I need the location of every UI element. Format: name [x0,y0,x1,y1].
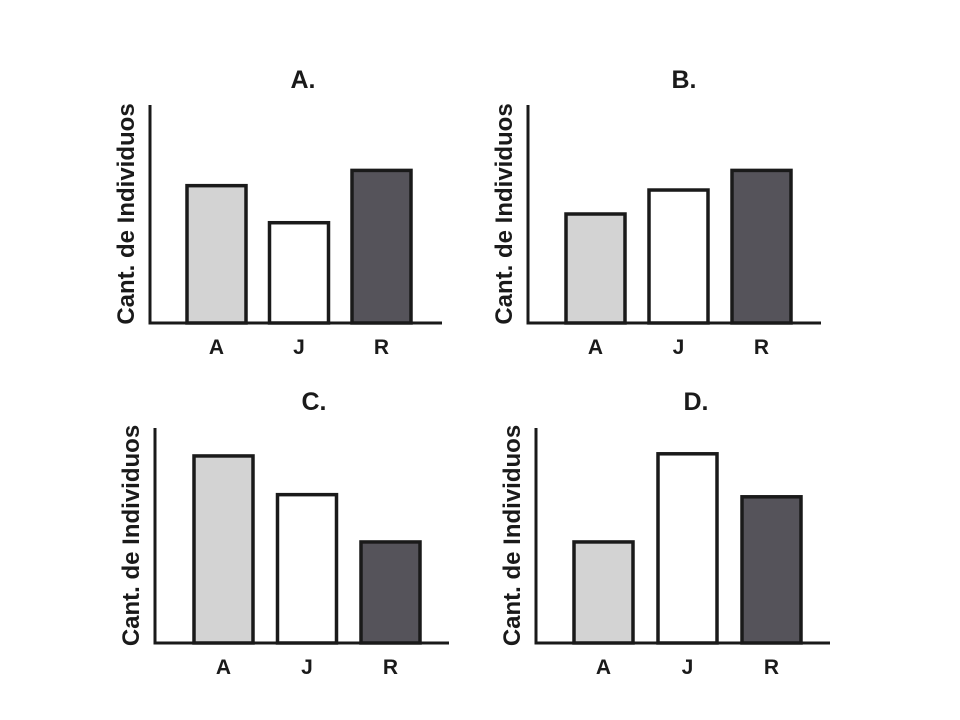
bar-a [185,183,248,325]
x-tick-label: A [596,656,611,679]
x-tick-label: A [216,656,231,679]
panel-title: D. [684,388,709,416]
bar-a [572,540,635,645]
bar-j [267,220,331,325]
y-axis-label: Cant. de Individuos [499,425,526,646]
bar-j [647,188,710,325]
bar-r [350,168,413,325]
y-axis-label: Cant. de Individuos [491,103,518,324]
bar-a [564,212,627,325]
panel-title: B. [672,66,697,94]
x-tick-label: A [588,336,603,359]
x-tick-label: R [374,336,389,359]
panel-title: A. [291,66,316,94]
x-tick-label: J [293,336,305,359]
x-tick-label: R [754,336,769,359]
x-tick-label: R [383,656,398,679]
x-tick-label: J [673,336,685,359]
panel-title: C. [302,388,327,416]
bar-j [656,452,719,645]
bar-r [730,168,793,325]
x-tick-label: R [764,656,779,679]
x-tick-label: J [301,656,313,679]
bar-r [359,540,422,645]
bar-r [740,495,803,645]
y-axis-label: Cant. de Individuos [113,103,140,324]
bar-j [275,492,339,645]
x-tick-label: A [209,336,224,359]
y-axis-label: Cant. de Individuos [118,425,145,646]
x-tick-label: J [682,656,694,679]
bar-a [192,454,255,645]
